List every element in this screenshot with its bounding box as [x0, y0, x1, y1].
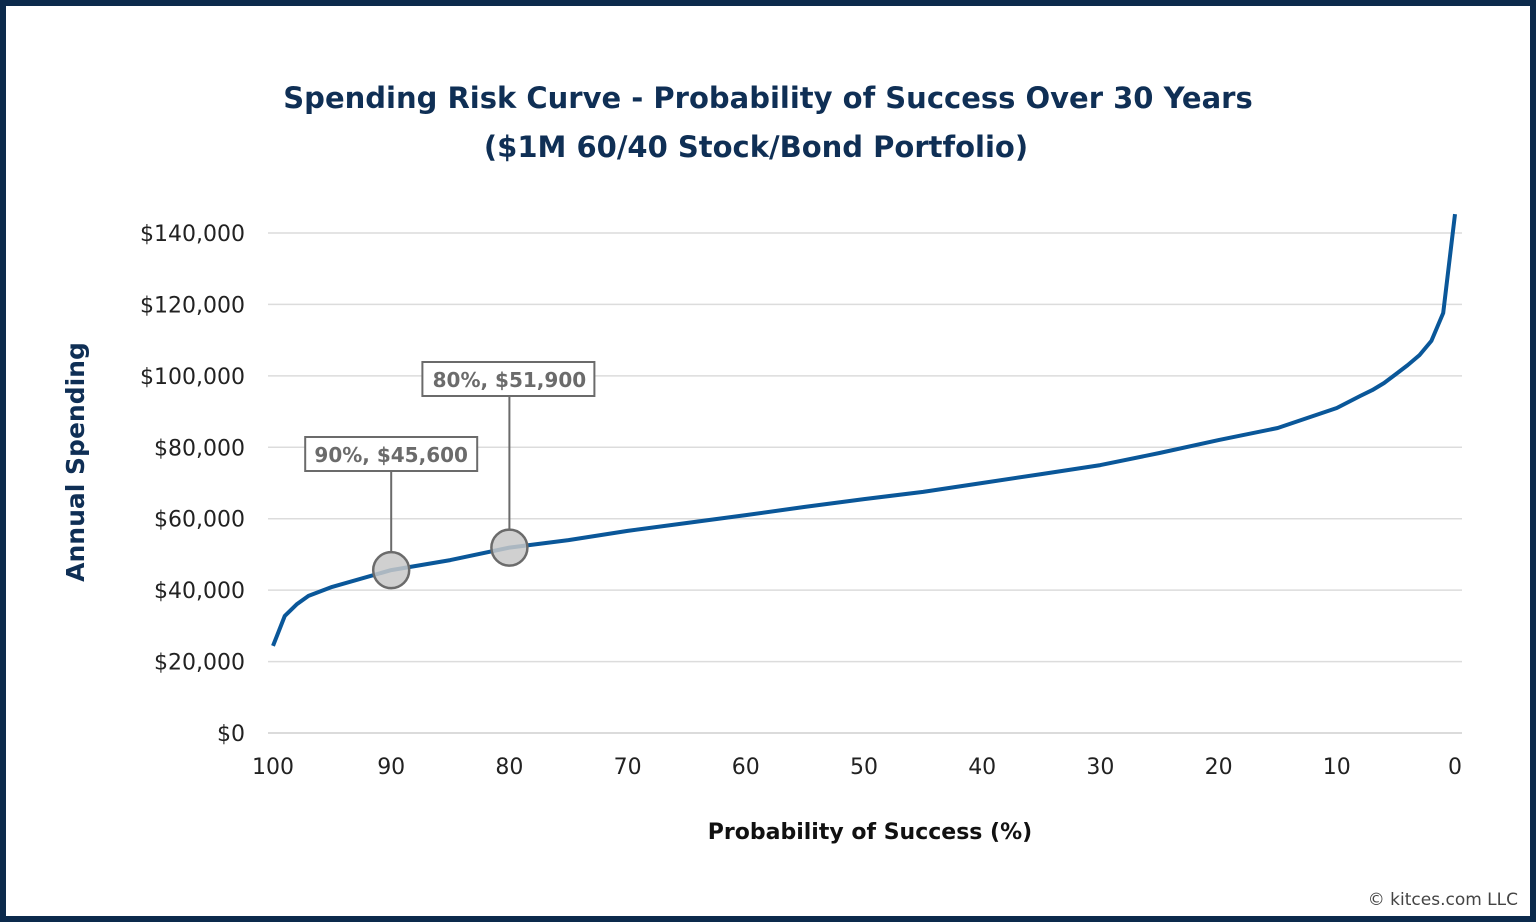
- annotation-label: 80%, $51,900: [433, 368, 587, 392]
- y-tick-label: $60,000: [154, 508, 245, 533]
- annotation-label: 90%, $45,600: [314, 443, 468, 467]
- x-tick-label: 60: [732, 755, 760, 780]
- x-tick-label: 100: [252, 755, 294, 780]
- x-tick-label: 40: [968, 755, 996, 780]
- x-tick-label: 10: [1323, 755, 1351, 780]
- y-tick-label: $100,000: [140, 365, 245, 390]
- x-tick-label: 80: [495, 755, 523, 780]
- annotation-marker: [371, 550, 411, 590]
- x-tick-label: 20: [1205, 755, 1233, 780]
- x-tick-label: 30: [1086, 755, 1114, 780]
- y-axis-label: Annual Spending: [61, 342, 90, 582]
- y-tick-label: $20,000: [154, 651, 245, 676]
- copyright: © kitces.com LLC: [1368, 890, 1518, 910]
- y-tick-label: $140,000: [140, 222, 245, 247]
- x-tick-label: 0: [1448, 755, 1462, 780]
- annotation-box: [304, 436, 479, 472]
- annotation-marker: [490, 528, 529, 567]
- x-tick-label: 90: [377, 755, 405, 780]
- y-tick-label: $40,000: [154, 579, 245, 604]
- y-tick-label: $120,000: [140, 293, 245, 318]
- annotation-box: [421, 361, 596, 397]
- chart-subtitle: ($1M 60/40 Stock/Bond Portfolio): [484, 130, 1028, 164]
- chart-title: Spending Risk Curve - Probability of Suc…: [283, 81, 1252, 115]
- x-tick-label: 50: [850, 755, 878, 780]
- y-tick-label: $80,000: [154, 436, 245, 461]
- x-axis-label: Probability of Success (%): [708, 820, 1032, 845]
- series-line: [271, 213, 1457, 647]
- y-tick-label: $0: [217, 722, 245, 747]
- x-tick-label: 70: [614, 755, 642, 780]
